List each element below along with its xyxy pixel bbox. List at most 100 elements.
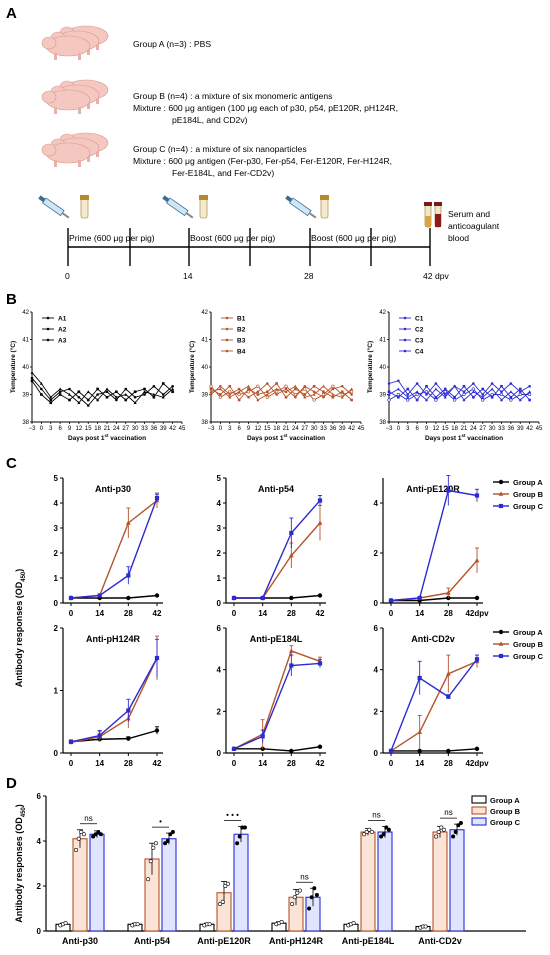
legend-swatch bbox=[471, 795, 487, 804]
data-point bbox=[434, 834, 439, 839]
data-point bbox=[143, 393, 146, 396]
data-point bbox=[228, 384, 232, 388]
data-point bbox=[154, 593, 160, 598]
x-tick-label: 21 bbox=[461, 426, 468, 432]
bar-group: Anti-pH124R ns bbox=[269, 872, 324, 946]
significance-label: ns bbox=[444, 808, 452, 817]
data-point bbox=[152, 384, 156, 388]
data-point bbox=[154, 495, 160, 501]
data-point bbox=[314, 892, 319, 897]
x-tick-label: 12 bbox=[255, 426, 262, 432]
x-tick-label: Anti-pE120R bbox=[197, 936, 251, 946]
data-point bbox=[289, 530, 294, 536]
y-tick-label: 6 bbox=[374, 624, 379, 633]
legend-marker bbox=[225, 316, 229, 320]
data-point bbox=[223, 883, 228, 888]
group-c-mixture: Mixture : 600 μg antigen (Fer-p30, Fer-p… bbox=[133, 156, 392, 166]
series-line bbox=[71, 594, 158, 599]
day-28-label: 28 bbox=[304, 271, 314, 281]
y-tick-label: 40 bbox=[379, 365, 386, 371]
y-tick-label: 39 bbox=[22, 393, 29, 399]
data-point bbox=[415, 390, 419, 393]
data-point bbox=[265, 392, 269, 396]
data-point bbox=[96, 398, 100, 402]
y-axis-label-main: Antibody responses (OD bbox=[14, 581, 24, 687]
data-point bbox=[340, 395, 344, 399]
data-point bbox=[77, 401, 81, 404]
x-tick-label: 0 bbox=[389, 759, 394, 768]
bar-group: Anti-p54 • bbox=[127, 817, 177, 946]
data-point bbox=[384, 825, 389, 830]
series-line bbox=[210, 385, 352, 401]
data-point bbox=[133, 401, 137, 404]
y-tick-label: 6 bbox=[217, 624, 222, 633]
x-axis-label-main: Days post 1 bbox=[425, 435, 462, 442]
bar bbox=[377, 831, 393, 932]
x-tick-label: 3 bbox=[49, 426, 53, 432]
data-point bbox=[79, 829, 84, 834]
data-point bbox=[294, 395, 297, 399]
data-point bbox=[425, 384, 428, 388]
data-point bbox=[161, 395, 165, 399]
x-tick-label: 45 bbox=[179, 426, 186, 432]
data-point bbox=[86, 404, 90, 407]
data-point bbox=[350, 387, 354, 391]
data-point bbox=[340, 390, 344, 394]
y-tick-label: 41 bbox=[379, 338, 386, 344]
x-tick-label: 33 bbox=[320, 426, 327, 432]
x-axis-label-tail: vaccination bbox=[108, 435, 146, 442]
series-line bbox=[388, 385, 530, 401]
x-tick-label: 0 bbox=[69, 759, 74, 768]
data-point bbox=[237, 390, 241, 393]
data-point bbox=[481, 398, 485, 402]
data-point bbox=[490, 395, 494, 399]
pig-head bbox=[41, 143, 57, 157]
x-tick-label: 6 bbox=[58, 426, 62, 432]
data-point bbox=[279, 919, 284, 924]
legend-marker bbox=[225, 338, 229, 342]
x-tick-label: 18 bbox=[451, 426, 458, 432]
pig-leg bbox=[54, 53, 57, 60]
y-tick-label: 4 bbox=[54, 499, 59, 508]
legend-marker bbox=[403, 338, 407, 342]
data-point bbox=[331, 384, 335, 388]
data-point bbox=[126, 736, 131, 741]
data-point bbox=[237, 392, 241, 397]
significance-label: ns bbox=[372, 810, 380, 819]
series-line bbox=[390, 660, 478, 752]
y-axis-label: Antibody responses (OD450) bbox=[14, 804, 27, 923]
data-point bbox=[321, 392, 326, 397]
x-tick-label: 14 bbox=[95, 759, 104, 768]
data-point bbox=[446, 748, 451, 754]
series-line bbox=[390, 489, 478, 602]
data-point bbox=[228, 393, 232, 396]
data-point bbox=[317, 520, 323, 525]
data-point bbox=[96, 387, 99, 391]
y-tick-label: 5 bbox=[217, 474, 222, 483]
data-point bbox=[443, 390, 447, 394]
x-tick-label: 27 bbox=[479, 426, 486, 432]
series-line bbox=[31, 372, 173, 404]
series-line bbox=[70, 499, 158, 599]
series-line bbox=[234, 500, 321, 599]
data-point bbox=[58, 390, 62, 394]
data-point bbox=[171, 387, 175, 391]
data-point bbox=[124, 398, 128, 402]
legend-label: A2 bbox=[58, 326, 67, 333]
x-tick-label: Anti-pE184L bbox=[342, 936, 395, 946]
y-axis-label: Antibody responses (OD450) bbox=[14, 569, 27, 688]
data-point bbox=[509, 398, 513, 402]
pig-icon bbox=[41, 89, 91, 114]
data-point bbox=[96, 393, 99, 396]
data-point bbox=[207, 922, 212, 927]
y-tick-label: 4 bbox=[374, 666, 379, 675]
data-point bbox=[133, 395, 137, 399]
data-point bbox=[362, 832, 367, 837]
data-point bbox=[379, 834, 384, 839]
legend-swatch bbox=[471, 817, 487, 826]
data-point bbox=[49, 401, 53, 405]
x-tick-label: 27 bbox=[301, 426, 308, 432]
data-point bbox=[453, 829, 458, 834]
data-point bbox=[49, 398, 53, 402]
